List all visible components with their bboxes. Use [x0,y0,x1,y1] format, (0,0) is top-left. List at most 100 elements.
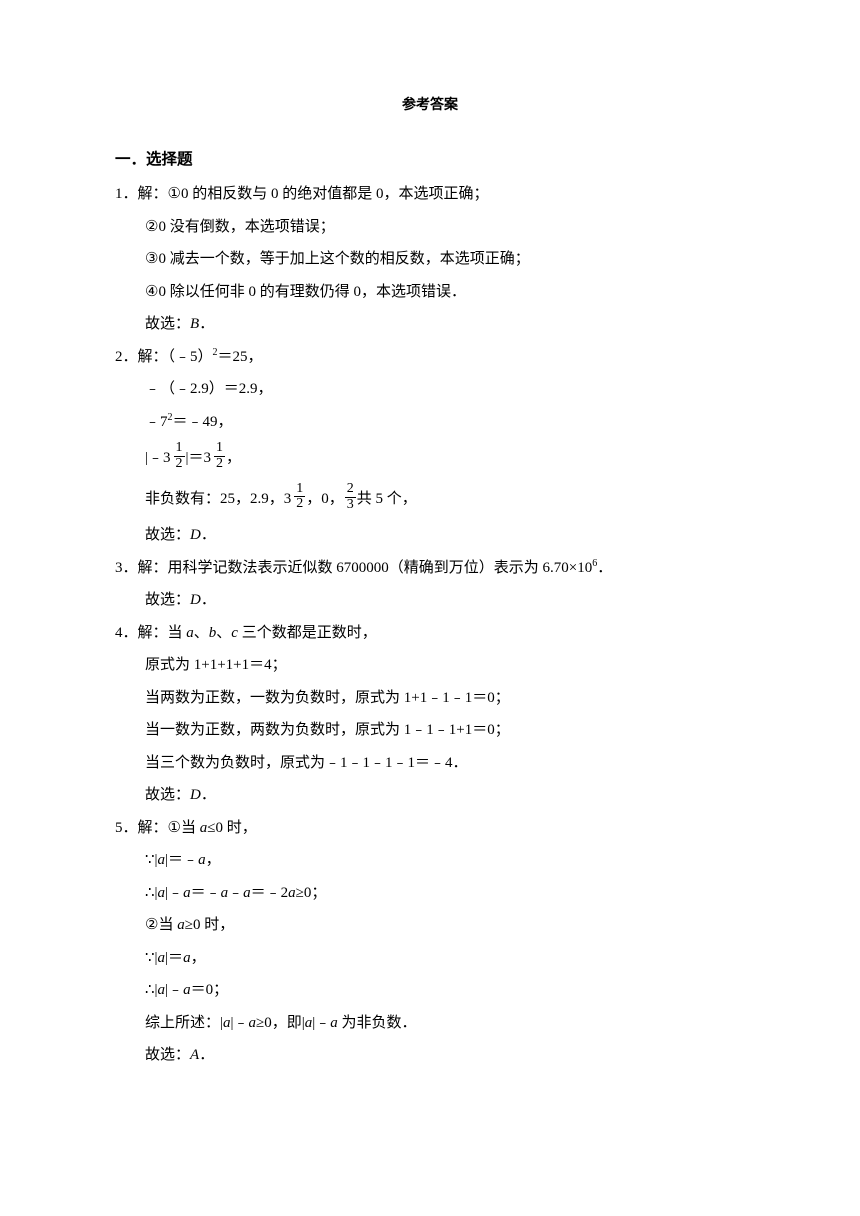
q1-line4: ④0 除以任何非 0 的有理数仍得 0，本选项错误． [115,281,745,304]
circled-1-icon: ① [168,817,181,840]
q5-l7d: |﹣ [312,1015,330,1031]
circled-2-icon: ② [145,914,158,937]
q4-ha: 4．解：当 [115,625,186,641]
q1-line2: ②0 没有倒数，本选项错误； [115,216,745,239]
q5-l3c: ＝﹣ [191,885,221,901]
var-a: a [243,885,251,901]
q5-l2a: ∵| [145,852,158,868]
q3-answer: 故选：D． [115,589,745,612]
q4-hc: 、 [216,625,231,641]
q5-l6b: |﹣ [165,982,183,998]
q1-c1-text: 0 的相反数与 0 的绝对值都是 0，本选项正确； [181,186,489,202]
q2-line4: |﹣312|＝312， [115,443,745,473]
fraction: 12 [294,482,305,512]
var-a: a [158,950,166,966]
q2-line2: ﹣（﹣2.9）＝2.9， [115,378,745,401]
var-c: c [231,625,238,641]
q4-line4: 当一数为正数，两数为负数时，原式为 1﹣1﹣1+1＝0； [115,719,745,742]
circled-1-icon: ① [168,183,181,206]
circled-3-icon: ③ [145,248,158,271]
q5-l5b: |＝ [165,950,183,966]
q5-line3: ∴|a|﹣a＝﹣a﹣a＝﹣2a≥0； [115,882,745,905]
var-a: a [186,625,194,641]
q5-l5a: ∵| [145,950,158,966]
mixed-whole: 3 [204,447,212,470]
var-a: a [183,950,191,966]
q3-head: 3．解：用科学记数法表示近似数 6700000（精确到万位）表示为 6.70×1… [115,560,592,576]
q5-l7a: 综上所述：| [145,1015,223,1031]
q1-c3-text: 0 减去一个数，等于加上这个数的相反数，本选项正确； [158,251,529,267]
var-a: a [249,1015,257,1031]
q4-line1: 4．解：当 a、b、c 三个数都是正数时， [115,622,745,645]
var-a: a [183,982,191,998]
q2-l5mid: ，0， [306,491,344,507]
q4-line5: 当三个数为负数时，原式为﹣1﹣1﹣1﹣1＝﹣4． [115,752,745,775]
mixed-whole: 3 [163,447,171,470]
q5-l2c: ， [206,852,221,868]
fraction: 12 [214,441,225,471]
var-a: a [223,1015,231,1031]
q5-line5: ∵|a|＝a， [115,947,745,970]
q2-l3b: ＝﹣49， [173,414,233,430]
q2-head-tail: ＝25， [218,349,263,365]
q5-line2: ∵|a|＝﹣a， [115,849,745,872]
q5-c2a: 当 [158,917,177,933]
page-title: 参考答案 [115,95,745,116]
q4-line2: 原式为 1+1+1+1＝4； [115,654,745,677]
question-1: 1．解：①0 的相反数与 0 的绝对值都是 0，本选项正确； ②0 没有倒数，本… [115,183,745,336]
q5-l3a: ∴| [145,885,158,901]
answer-label: 故选： [145,592,190,608]
q2-l4a: |﹣ [145,450,163,466]
answer-label: 故选： [145,527,190,543]
q5-l3d: ﹣ [228,885,243,901]
q5-l3e: ＝﹣2 [251,885,289,901]
answer-label: 故选： [145,316,190,332]
var-a: a [177,917,185,933]
q5-l7c: ≥0，即| [256,1015,305,1031]
q5-l2b: |＝﹣ [165,852,198,868]
q4-line3: 当两数为正数，一数为负数时，原式为 1+1﹣1﹣1＝0； [115,687,745,710]
q5-head: 5．解： [115,820,168,836]
q1-answer: 故选：B． [115,313,745,336]
q2-l3a: ﹣7 [145,414,168,430]
q2-line1: 2．解：（﹣5）2＝25， [115,346,745,369]
q5-line4: ②当 a≥0 时， [115,914,745,937]
answer-label: 故选： [145,787,190,803]
q2-head: 2．解：（﹣5） [115,349,213,365]
var-a: a [221,885,229,901]
q3-line1: 3．解：用科学记数法表示近似数 6700000（精确到万位）表示为 6.70×1… [115,557,745,580]
var-a: a [158,852,166,868]
var-a: a [198,852,206,868]
question-2: 2．解：（﹣5）2＝25， ﹣（﹣2.9）＝2.9， ﹣72＝﹣49， |﹣31… [115,346,745,547]
q4-hd: 三个数都是正数时， [238,625,377,641]
q1-c2-text: 0 没有倒数，本选项错误； [158,219,334,235]
q5-line6: ∴|a|﹣a＝0； [115,979,745,1002]
q5-c1a: 当 [181,820,200,836]
q5-c1b: ≤0 时， [207,820,256,836]
q4-answer: 故选：D． [115,784,745,807]
question-5: 5．解：①当 a≤0 时， ∵|a|＝﹣a， ∴|a|﹣a＝﹣a﹣a＝﹣2a≥0… [115,817,745,1067]
q5-l6a: ∴| [145,982,158,998]
q3-tail: ． [597,560,612,576]
q2-line5: 非负数有：25，2.9，312，0，23共 5 个， [115,484,745,515]
fraction: 23 [345,482,356,512]
q5-answer: 故选：A． [115,1044,745,1067]
q2-l5tail: 共 5 个， [357,491,417,507]
q2-l4tail: ， [226,450,241,466]
q5-c2b: ≥0 时， [185,917,234,933]
q1-head: 1．解： [115,186,168,202]
q1-line1: 1．解：①0 的相反数与 0 的绝对值都是 0，本选项正确； [115,183,745,206]
q1-c4-text: 0 除以任何非 0 的有理数仍得 0，本选项错误． [158,284,466,300]
section-heading: 一．选择题 [115,148,745,171]
q5-line7: 综上所述：|a|﹣a≥0，即|a|﹣a 为非负数． [115,1012,745,1035]
answer-letter: D [190,527,201,543]
var-a: a [158,982,166,998]
mixed-whole: 3 [284,488,292,511]
answer-label: 故选： [145,1047,190,1063]
q5-l5c: ， [191,950,206,966]
q5-l3b: |﹣ [165,885,183,901]
q2-answer: 故选：D． [115,524,745,547]
question-3: 3．解：用科学记数法表示近似数 6700000（精确到万位）表示为 6.70×1… [115,557,745,612]
var-a: a [183,885,191,901]
circled-4-icon: ④ [145,281,158,304]
